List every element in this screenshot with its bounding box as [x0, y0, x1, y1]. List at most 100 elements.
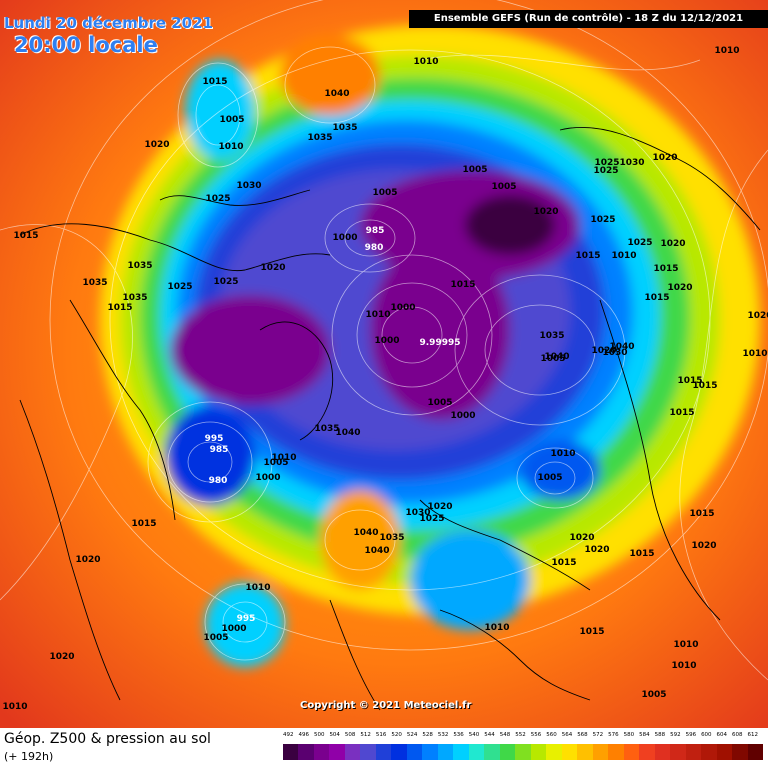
- scale-swatch: [670, 744, 686, 760]
- scale-tick-label: 568: [577, 732, 588, 738]
- pressure-label: 1005: [263, 458, 288, 468]
- pressure-label: 9.99995: [420, 338, 461, 348]
- scale-tick-label: 560: [546, 732, 557, 738]
- scale-tick-label: 492: [283, 732, 294, 738]
- pressure-label: 1025: [419, 514, 444, 524]
- scale-swatch: [654, 744, 671, 760]
- scale-tick-label: 508: [344, 732, 356, 738]
- scale-tick-label: 608: [732, 732, 743, 738]
- scale-tick-label: 504: [329, 732, 340, 738]
- coastline-north-america: [19, 399, 121, 701]
- pressure-label: 1015: [653, 264, 678, 274]
- scale-tick-label: 604: [716, 732, 728, 738]
- pressure-label: 1005: [427, 398, 452, 408]
- scale-swatch: [546, 744, 562, 760]
- coastline-asia: [559, 126, 761, 231]
- scale-swatch: [406, 744, 423, 760]
- isobar: [419, 54, 701, 71]
- pressure-label: 1020: [667, 283, 692, 293]
- isobar: [0, 224, 133, 601]
- pressure-label: 1015: [644, 293, 669, 303]
- pressure-label: 1015: [107, 303, 132, 313]
- pressure-label: 1025: [167, 282, 192, 292]
- scale-tick-label: 588: [654, 732, 666, 738]
- scale-swatch: [701, 744, 717, 760]
- pressure-label: 1035: [314, 424, 339, 434]
- pressure-label: 1015: [669, 408, 694, 418]
- pressure-label: 1015: [689, 509, 714, 519]
- scale-tick-label: 612: [747, 732, 759, 738]
- scale-tick-label: 580: [623, 732, 635, 738]
- pressure-label: 1030: [619, 158, 644, 168]
- scale-swatch: [437, 744, 454, 760]
- scale-swatch: [747, 744, 764, 760]
- scale-tick-label: 536: [453, 732, 464, 738]
- trough-europe: [410, 530, 530, 630]
- pressure-label: 1010: [742, 349, 767, 359]
- isobar: [187, 441, 233, 483]
- scale-swatch: [391, 744, 407, 760]
- scale-tick-label: 584: [639, 732, 650, 738]
- coastline-europe: [439, 609, 591, 701]
- scale-tick-label: 532: [437, 732, 449, 738]
- pressure-label: 1020: [533, 207, 558, 217]
- scale-swatch: [375, 744, 392, 760]
- pressure-label: 1015: [202, 77, 227, 87]
- pressure-label: 985: [210, 445, 229, 455]
- scale-swatch: [329, 744, 345, 760]
- scale-swatch: [716, 744, 733, 760]
- pressure-label: 1010: [671, 661, 696, 671]
- isobar: [222, 601, 268, 643]
- isobar: [454, 274, 626, 426]
- isobar: [356, 282, 468, 388]
- scale-swatch: [298, 744, 314, 760]
- isobar: [331, 254, 493, 416]
- low-pacific: [185, 60, 255, 160]
- pressure-label: 1010: [550, 449, 575, 459]
- isobar: [177, 62, 259, 168]
- valid-time: 20:00 locale: [14, 33, 158, 57]
- scale-swatch: [484, 744, 500, 760]
- pressure-label: 1020: [75, 555, 100, 565]
- pressure-label: 1025: [205, 194, 230, 204]
- forecast-offset: (+ 192h): [4, 750, 54, 763]
- pressure-label: 1010: [484, 623, 509, 633]
- isobar: [204, 583, 286, 661]
- scale-swatch: [732, 744, 748, 760]
- scale-swatch: [313, 744, 330, 760]
- pressure-label: 980: [209, 476, 228, 486]
- copyright-text: Copyright © 2021 Meteociel.fr: [300, 700, 472, 711]
- isobar: [381, 306, 443, 364]
- coastline-europe: [419, 499, 591, 591]
- pressure-label: 1010: [245, 583, 270, 593]
- isobar: [516, 447, 594, 509]
- pressure-label: 1035: [122, 293, 147, 303]
- pressure-label: 1010: [413, 57, 438, 67]
- pressure-label: 1010: [271, 453, 296, 463]
- pressure-label: 1025: [594, 158, 619, 168]
- color-scale-ticks: 492 496 500 504 508 512 516 520 524 528 532 536 540 5…: [283, 732, 763, 742]
- scale-swatch: [592, 744, 609, 760]
- pressure-label: 1020: [660, 239, 685, 249]
- pressure-label: 1005: [372, 188, 397, 198]
- valid-date: Lundi 20 décembre 2021: [4, 14, 213, 32]
- pressure-label: 1020: [427, 502, 452, 512]
- pressure-label: 1005: [540, 354, 565, 364]
- pressure-label: 1020: [49, 652, 74, 662]
- scale-swatch: [685, 744, 702, 760]
- pressure-label: 1015: [579, 627, 604, 637]
- pressure-label: 1015: [131, 519, 156, 529]
- pressure-label: 1020: [584, 545, 609, 555]
- pressure-label: 1010: [611, 251, 636, 261]
- isobar: [534, 461, 576, 495]
- pressure-label: 1015: [551, 558, 576, 568]
- pressure-label: 1015: [575, 251, 600, 261]
- pressure-label: 1015: [450, 280, 475, 290]
- pressure-label: 1025: [590, 215, 615, 225]
- pressure-label: 1000: [450, 411, 475, 421]
- coastline-north-america: [19, 223, 331, 272]
- scale-tick-label: 576: [608, 732, 619, 738]
- low-iberia: [205, 583, 285, 667]
- scale-swatch: [344, 744, 361, 760]
- pressure-label: 985: [366, 226, 385, 236]
